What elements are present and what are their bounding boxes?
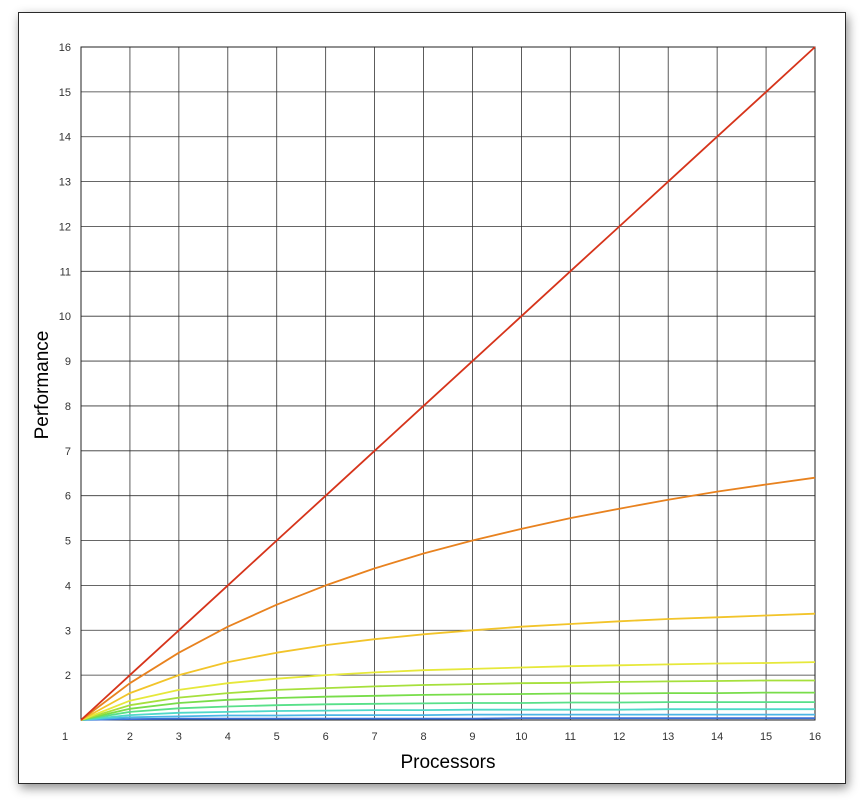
y-tick-label: 3 (65, 625, 71, 637)
x-tick-label: 7 (372, 731, 378, 743)
y-tick-label: 14 (59, 132, 71, 144)
series-line (80, 701, 815, 721)
y-tick-label: 2 (65, 670, 71, 682)
y-tick-label: 10 (59, 311, 71, 323)
series-line (80, 708, 815, 721)
y-tick-label: 7 (65, 446, 71, 458)
x-tick-label: 3 (176, 731, 182, 743)
x-tick-label: 12 (613, 731, 625, 743)
x-axis-label: Processors (400, 752, 495, 773)
x-tick-label: 9 (469, 731, 475, 743)
y-tick-label: 8 (65, 401, 71, 413)
x-tick-label: 16 (809, 731, 821, 743)
x-tick-label: 6 (323, 731, 329, 743)
y-tick-label: 13 (59, 177, 71, 189)
tick-labels: 1 2 3 4 5 6 7 8 9 10 11 12 13 14 15 1623456789101112131… (59, 42, 821, 743)
grid (80, 46, 816, 721)
y-tick-label: 11 (60, 266, 71, 278)
series-line (80, 679, 815, 721)
y-tick-label: 15 (59, 87, 71, 99)
x-tick-label: 8 (420, 731, 426, 743)
x-tick-label: 14 (711, 731, 723, 743)
y-tick-label: 9 (65, 356, 71, 368)
x-tick-label: 1 (62, 731, 68, 743)
y-axis-label: Performance (32, 331, 53, 440)
series-line (80, 612, 816, 721)
x-tick-label: 13 (662, 731, 674, 743)
y-tick-label: 6 (65, 491, 71, 503)
x-tick-label: 4 (225, 731, 231, 743)
y-tick-label: 16 (59, 42, 71, 54)
x-tick-label: 15 (760, 731, 772, 743)
series-line (80, 691, 815, 721)
y-tick-label: 4 (65, 580, 71, 592)
x-tick-label: 11 (565, 731, 576, 743)
x-tick-label: 5 (274, 731, 280, 743)
series-line (80, 713, 815, 721)
y-tick-label: 12 (59, 221, 71, 233)
series-line (80, 46, 816, 721)
series-line (80, 717, 815, 721)
x-tick-label: 10 (515, 731, 527, 743)
series-line (80, 476, 816, 721)
plot-frame (80, 46, 816, 721)
y-tick-label: 5 (65, 536, 71, 548)
x-tick-label: 2 (127, 731, 133, 743)
series-lines (80, 46, 816, 721)
series-line (80, 661, 816, 721)
